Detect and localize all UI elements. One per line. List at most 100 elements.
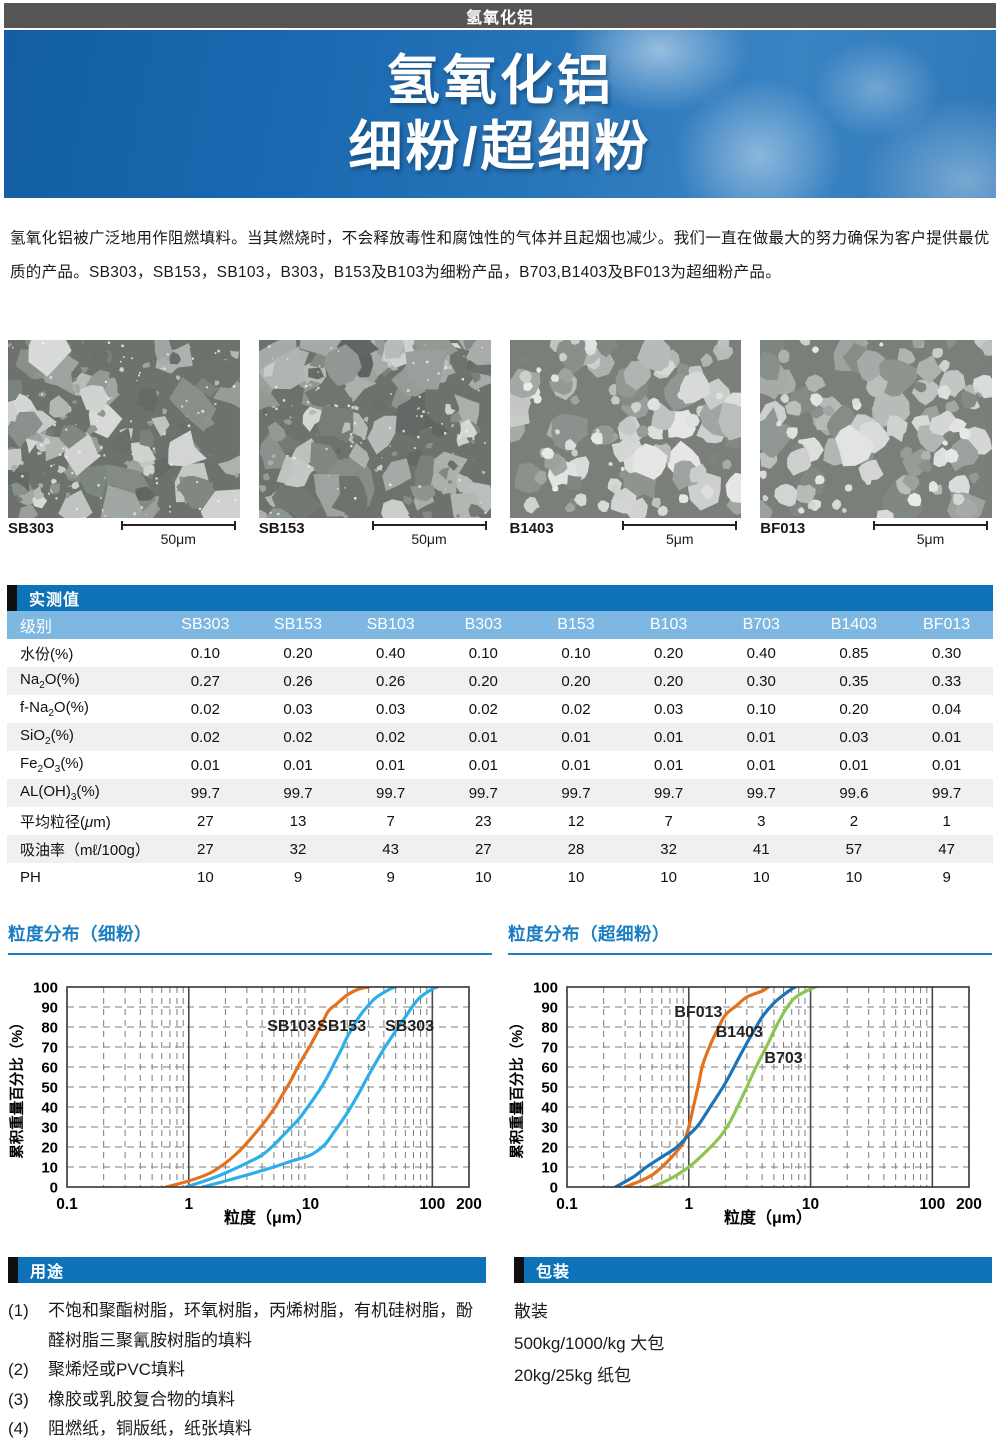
table-cell: 0.27 <box>159 667 252 695</box>
column-header: SB303 <box>159 611 252 639</box>
scale-bar: 5μm <box>622 521 737 547</box>
hero-banner: 氢氧化铝 细粉/超细粉 <box>4 30 996 198</box>
sem-figure-sb303: SB303 50μm <box>8 340 240 551</box>
svg-text:10: 10 <box>41 1160 58 1177</box>
svg-text:30: 30 <box>541 1120 558 1137</box>
use-item-number: (4) <box>8 1414 48 1444</box>
section-notch <box>8 1257 18 1283</box>
svg-text:90: 90 <box>41 1000 58 1017</box>
table-cell: 0.02 <box>344 723 437 751</box>
table-cell: 0.10 <box>530 639 623 667</box>
column-header: B153 <box>530 611 623 639</box>
scale-bar-line <box>873 521 988 530</box>
table-cell: 12 <box>530 807 623 835</box>
scale-bar-label: 5μm <box>917 531 945 547</box>
row-label: SiO2(%) <box>7 723 159 751</box>
packaging-item: 500kg/1000/kg 大包 <box>514 1328 992 1360</box>
table-cell: 0.01 <box>159 751 252 779</box>
table-cell: 0.20 <box>530 667 623 695</box>
table-cell: 41 <box>715 835 808 863</box>
sem-label: B1403 <box>510 521 554 537</box>
svg-text:0.1: 0.1 <box>56 1196 78 1213</box>
table-cell: 0.20 <box>808 695 901 723</box>
table-cell: 57 <box>808 835 901 863</box>
table-cell: 0.10 <box>715 695 808 723</box>
table-cell: 0.01 <box>530 723 623 751</box>
table-cell: 0.02 <box>437 695 530 723</box>
section-title: 用途 <box>18 1258 64 1282</box>
table-cell: 99.7 <box>159 779 252 807</box>
svg-text:0: 0 <box>50 1180 58 1197</box>
table-cell: 0.40 <box>344 639 437 667</box>
row-label: Fe2O3(%) <box>7 751 159 779</box>
chart-title-ultrafine: 粒度分布（超细粉） <box>508 921 992 955</box>
column-header: B103 <box>622 611 715 639</box>
svg-text:粒度（μm）: 粒度（μm） <box>224 1208 312 1227</box>
table-cell: 0.01 <box>715 751 808 779</box>
sem-caption: SB303 50μm <box>8 521 240 551</box>
series-label: SB153 <box>317 1018 366 1035</box>
use-item-text: 聚烯烃或PVC填料 <box>48 1355 486 1385</box>
use-item: (3)橡胶或乳胶复合物的填料 <box>8 1385 486 1415</box>
table-cell: 99.7 <box>437 779 530 807</box>
svg-text:100: 100 <box>33 980 58 997</box>
svg-text:累积重量百分比（%）: 累积重量百分比（%） <box>8 1015 26 1158</box>
sem-label: BF013 <box>760 521 805 537</box>
table-cell: 0.33 <box>900 667 993 695</box>
svg-text:40: 40 <box>41 1100 58 1117</box>
table-cell: 0.30 <box>900 639 993 667</box>
section-notch <box>514 1257 524 1283</box>
svg-text:累积重量百分比（%）: 累积重量百分比（%） <box>508 1015 526 1158</box>
svg-text:200: 200 <box>956 1196 982 1213</box>
use-item: (2)聚烯烃或PVC填料 <box>8 1355 486 1385</box>
svg-text:200: 200 <box>456 1196 482 1213</box>
hero-title-line1: 氢氧化铝 <box>386 48 614 114</box>
row-label: PH <box>7 863 159 891</box>
table-cell: 10 <box>437 863 530 891</box>
svg-text:30: 30 <box>41 1120 58 1137</box>
table-cell: 0.02 <box>159 723 252 751</box>
table-cell: 27 <box>159 807 252 835</box>
table-cell: 10 <box>715 863 808 891</box>
table-cell: 0.02 <box>252 723 345 751</box>
table-cell: 23 <box>437 807 530 835</box>
column-header: SB153 <box>252 611 345 639</box>
table-cell: 0.01 <box>808 751 901 779</box>
table-cell: 0.85 <box>808 639 901 667</box>
scale-bar-label: 50μm <box>411 531 446 547</box>
bottom-row: 用途 (1)不饱和聚酯树脂，环氧树脂，丙烯树脂，有机硅树脂，酚醛树脂三聚氰胺树脂… <box>0 1257 1000 1444</box>
scale-bar: 5μm <box>873 521 988 547</box>
intro-paragraph: 氢氧化铝被广泛地用作阻燃填料。当其燃烧时，不会释放毒性和腐蚀性的气体并且起烟也减… <box>10 222 990 290</box>
svg-text:70: 70 <box>541 1040 558 1057</box>
table-cell: 9 <box>252 863 345 891</box>
svg-text:50: 50 <box>41 1080 58 1097</box>
sem-caption: SB153 50μm <box>259 521 491 551</box>
scale-bar-line <box>622 521 737 530</box>
column-header: B1403 <box>808 611 901 639</box>
sem-figure-bf013: BF013 5μm <box>760 340 992 551</box>
table-cell: 99.7 <box>530 779 623 807</box>
table-cell: 0.01 <box>900 751 993 779</box>
uses-section: 用途 (1)不饱和聚酯树脂，环氧树脂，丙烯树脂，有机硅树脂，酚醛树脂三聚氰胺树脂… <box>8 1257 486 1444</box>
table-cell: 9 <box>900 863 993 891</box>
svg-text:粒度（μm）: 粒度（μm） <box>724 1208 812 1227</box>
table-cell: 0.01 <box>437 723 530 751</box>
packaging-item: 散装 <box>514 1296 992 1328</box>
table-cell: 0.40 <box>715 639 808 667</box>
table-cell: 0.02 <box>530 695 623 723</box>
table-cell: 0.01 <box>622 723 715 751</box>
svg-text:70: 70 <box>41 1040 58 1057</box>
svg-text:100: 100 <box>919 1196 945 1213</box>
